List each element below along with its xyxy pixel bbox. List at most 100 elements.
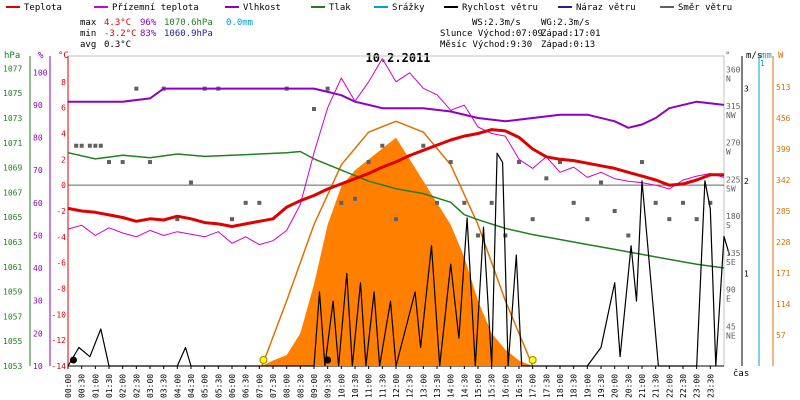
time-tick-label: 21:30 (652, 374, 661, 398)
legend-item-srazky: Srážky (374, 3, 425, 13)
time-tick-label: 07:00 (255, 374, 264, 398)
time-tick-label: 21:00 (638, 374, 647, 398)
wind-direction-point (120, 160, 125, 165)
time-tick-label: 05:00 (201, 374, 210, 398)
wind-direction-point (79, 143, 84, 148)
ms-axis-label: m/s (746, 51, 762, 61)
legend-item-naraz-vetru: Náraz větru (558, 3, 636, 13)
sun-marker (259, 356, 268, 364)
wind-direction-point (134, 86, 139, 91)
stat-min-temp: -3.2°C (104, 29, 137, 39)
hpa-axis-label: hPa (4, 51, 20, 61)
wind-direction-point (312, 107, 316, 112)
wind-direction-point (243, 200, 248, 205)
time-tick-label: 12:30 (406, 374, 415, 398)
solar-theoretical-curve (261, 120, 534, 367)
wind-direction-point (93, 143, 98, 148)
wind-direction-point (612, 209, 617, 213)
solar-series (261, 120, 534, 367)
stat-avg-temp: 0.3°C (104, 40, 131, 50)
hpa-tick-label: 1057 (3, 312, 22, 321)
legend-item-vlhkost: Vlhkost (225, 3, 281, 13)
dir-tick-deg: 270 (726, 139, 741, 148)
wind-direction-point (366, 160, 371, 165)
time-tick-label: 22:30 (679, 374, 688, 398)
wind-direction-point (544, 176, 549, 181)
w-tick-label: 285 (776, 207, 791, 216)
wind-direction-point (503, 233, 508, 238)
ms-tick-label: 2 (744, 177, 749, 186)
degc-tick-label: -14 (52, 362, 67, 371)
hpa-tick-label: 1069 (3, 164, 22, 173)
dir-tick-deg: 360 (726, 65, 741, 74)
legend-item-rychlost-vetru: Rychlost větru (444, 3, 538, 13)
wind-direction-point (585, 217, 590, 222)
degc-tick-label: 6 (61, 104, 66, 113)
dir-tick-deg: 90 (726, 286, 736, 295)
time-tick-label: 18:30 (570, 374, 579, 398)
time-tick-label: 03:00 (146, 374, 155, 398)
wind-direction-point (462, 200, 467, 205)
wind-direction-point (175, 217, 180, 222)
time-tick-label: 20:30 (624, 374, 633, 398)
stat-moon-set: Západ:0:13 (541, 40, 595, 50)
pct-tick-label: 80 (33, 134, 43, 143)
hpa-tick-label: 1065 (3, 213, 22, 222)
time-tick-label: 00:30 (78, 374, 87, 398)
legend-label: Směr větru (678, 3, 732, 13)
hpa-tick-label: 1053 (3, 362, 22, 371)
dir-tick-deg: 225 (726, 175, 741, 184)
pct-tick-label: 10 (33, 362, 43, 371)
dir-tick-deg: 135 (726, 249, 741, 258)
time-tick-label: 12:00 (392, 374, 401, 398)
pct-tick-label: 70 (33, 166, 43, 175)
time-tick-label: 10:30 (351, 374, 360, 398)
degc-tick-label: -10 (52, 310, 67, 319)
time-tick-label: 01:30 (105, 374, 114, 398)
wind-direction-point (380, 143, 385, 148)
degc-tick-label: 8 (61, 78, 66, 87)
wind-direction-point (87, 143, 92, 148)
time-tick-label: 15:30 (488, 374, 497, 398)
wind-direction-point (681, 200, 685, 205)
pct-tick-label: 90 (33, 101, 43, 110)
hpa-tick-label: 1055 (3, 337, 22, 346)
legend-item-smer-vetru: Směr větru (660, 3, 732, 13)
pct-tick-label: 30 (33, 297, 43, 306)
dir-tick-deg: 45 (726, 322, 736, 331)
time-tick-label: 13:30 (433, 374, 442, 398)
legend-label: Tlak (329, 3, 351, 13)
hpa-tick-label: 1075 (3, 89, 22, 98)
stat-min-hum: 83% (140, 29, 157, 39)
legend-item-teplota: Teplota (6, 3, 62, 13)
time-tick-label: 08:00 (283, 374, 292, 398)
w-tick-label: 171 (776, 269, 791, 278)
time-tick-label: 16:00 (501, 374, 510, 398)
degc-tick-label: -12 (52, 336, 67, 345)
stat-max-hum: 96% (140, 18, 157, 28)
wind-direction-point (257, 200, 262, 205)
wind-direction-point (325, 86, 330, 91)
time-tick-label: 08:30 (296, 374, 305, 398)
x-axis-label: čas (733, 368, 749, 379)
tick-labels: 1077107510731071106910671065106310611059… (3, 59, 791, 398)
stat-min-press: 1060.9hPa (164, 29, 213, 39)
stat-min-label: min (80, 29, 96, 39)
wind-direction-point (653, 200, 658, 205)
wind-direction-point (640, 160, 644, 165)
time-tick-label: 06:00 (228, 374, 237, 398)
w-tick-label: 114 (776, 300, 791, 309)
w-tick-label: 57 (776, 331, 786, 340)
mm-tick-label: 1 (760, 59, 765, 68)
time-tick-label: 17:00 (529, 374, 538, 398)
humidity-line (68, 87, 725, 129)
time-tick-label: 17:30 (542, 374, 551, 398)
legend-item-tlak: Tlak (311, 3, 351, 13)
w-tick-label: 228 (776, 238, 791, 247)
stat-max-label: max (80, 18, 97, 28)
pct-tick-label: 20 (33, 329, 43, 338)
dir-tick-name: W (726, 148, 731, 157)
wind-direction-point (708, 200, 713, 205)
